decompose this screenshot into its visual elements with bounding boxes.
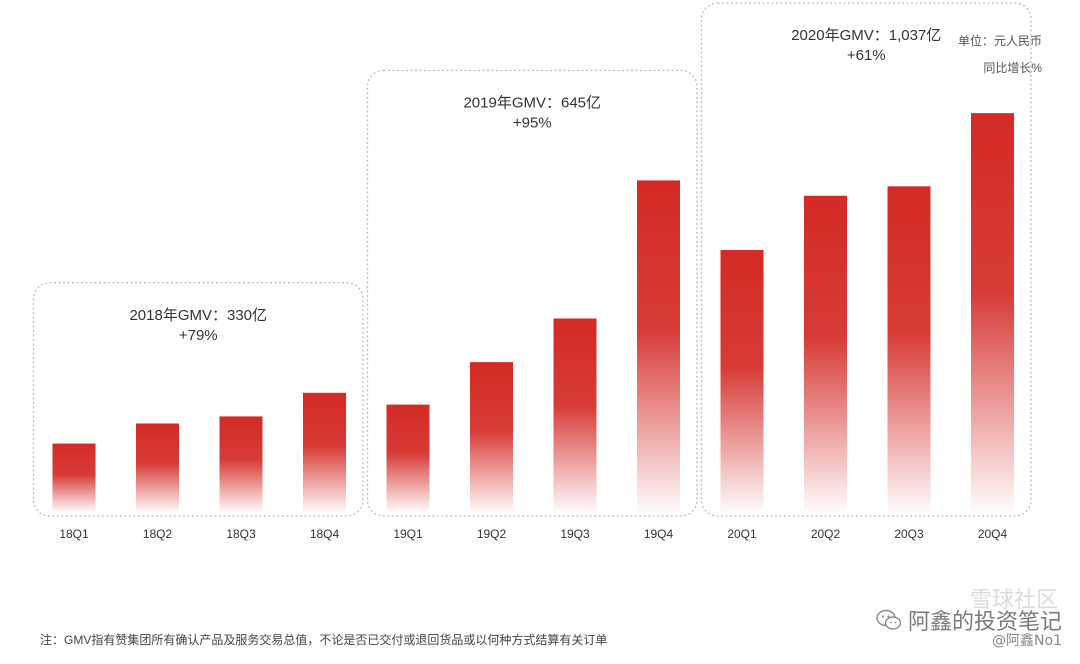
- bar-18Q3: [219, 416, 263, 512]
- group-box-1: [366, 69, 698, 517]
- group-growth-1: +95%: [513, 114, 552, 131]
- footnote: 注：GMV指有赞集团所有确认产品及服务交易总值，不论是否已交付或退回货品或以何种…: [40, 633, 608, 647]
- tick-label-19Q1: 19Q1: [393, 527, 423, 541]
- group-box-0: [32, 282, 364, 517]
- group-growth-2: +61%: [847, 47, 886, 64]
- group-title-1: 2019年GMV：645亿: [463, 94, 601, 111]
- group-growth-0: +79%: [179, 327, 218, 344]
- bar-20Q2: [804, 195, 847, 512]
- tick-label-20Q2: 20Q2: [811, 527, 841, 541]
- tick-label-19Q2: 19Q2: [477, 527, 507, 541]
- wechat-icon: [876, 609, 902, 630]
- tick-label-20Q1: 20Q1: [727, 527, 757, 541]
- tick-label-19Q4: 19Q4: [644, 527, 674, 541]
- bar-20Q3: [887, 186, 931, 512]
- bar-19Q3: [553, 318, 597, 512]
- bar-18Q2: [136, 423, 179, 512]
- bar-20Q4: [971, 113, 1014, 512]
- group-title-0: 2018年GMV：330亿: [129, 307, 267, 324]
- watermark-community: 雪球社区: [969, 588, 1058, 613]
- tick-label-19Q3: 19Q3: [560, 527, 590, 541]
- bar-19Q2: [470, 362, 513, 512]
- bar-19Q1: [386, 404, 430, 512]
- tick-label-20Q3: 20Q3: [894, 527, 924, 541]
- bar-18Q4: [303, 392, 346, 512]
- tick-label-18Q4: 18Q4: [310, 527, 340, 541]
- unit-note: 单位：元人民币: [957, 34, 1042, 48]
- group-box-2: [700, 2, 1032, 517]
- bar-20Q1: [720, 250, 764, 513]
- tick-label-20Q4: 20Q4: [978, 527, 1008, 541]
- group-title-2: 2020年GMV：1,037亿: [791, 27, 941, 44]
- watermark-name: 阿鑫的投资笔记: [907, 610, 1062, 635]
- tick-label-18Q3: 18Q3: [226, 527, 256, 541]
- bar-19Q4: [637, 180, 680, 513]
- watermark-handle: @阿鑫No1: [992, 633, 1062, 649]
- bar-18Q1: [52, 443, 96, 512]
- watermark: 雪球社区 阿鑫的投资笔记 @阿鑫No1: [876, 588, 1062, 649]
- growth-note: 同比增长%: [983, 61, 1042, 75]
- tick-label-18Q1: 18Q1: [59, 527, 89, 541]
- tick-label-18Q2: 18Q2: [143, 527, 173, 541]
